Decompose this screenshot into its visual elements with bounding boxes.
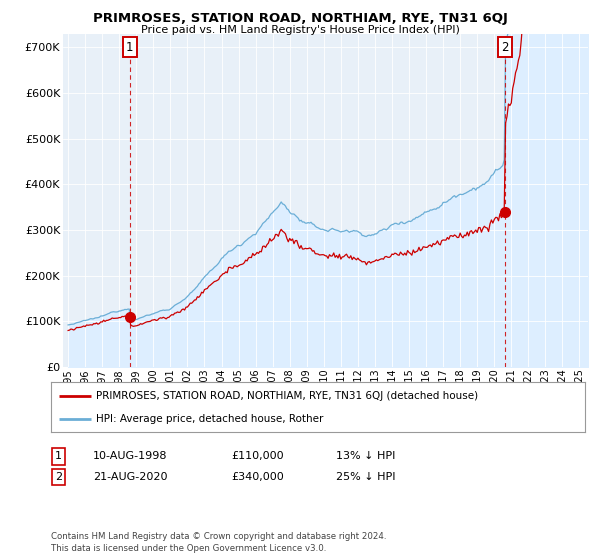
Text: Contains HM Land Registry data © Crown copyright and database right 2024.
This d: Contains HM Land Registry data © Crown c…: [51, 532, 386, 553]
Text: £340,000: £340,000: [231, 472, 284, 482]
Text: 10-AUG-1998: 10-AUG-1998: [93, 451, 167, 461]
Text: HPI: Average price, detached house, Rother: HPI: Average price, detached house, Roth…: [97, 414, 324, 424]
Text: 1: 1: [55, 451, 62, 461]
Text: 25% ↓ HPI: 25% ↓ HPI: [336, 472, 395, 482]
Text: 13% ↓ HPI: 13% ↓ HPI: [336, 451, 395, 461]
Text: Price paid vs. HM Land Registry's House Price Index (HPI): Price paid vs. HM Land Registry's House …: [140, 25, 460, 35]
Text: 2: 2: [501, 41, 509, 54]
Text: PRIMROSES, STATION ROAD, NORTHIAM, RYE, TN31 6QJ (detached house): PRIMROSES, STATION ROAD, NORTHIAM, RYE, …: [97, 390, 479, 400]
Text: PRIMROSES, STATION ROAD, NORTHIAM, RYE, TN31 6QJ: PRIMROSES, STATION ROAD, NORTHIAM, RYE, …: [92, 12, 508, 25]
Text: 1: 1: [126, 41, 134, 54]
Text: 2: 2: [55, 472, 62, 482]
Text: £110,000: £110,000: [231, 451, 284, 461]
Text: 21-AUG-2020: 21-AUG-2020: [93, 472, 167, 482]
